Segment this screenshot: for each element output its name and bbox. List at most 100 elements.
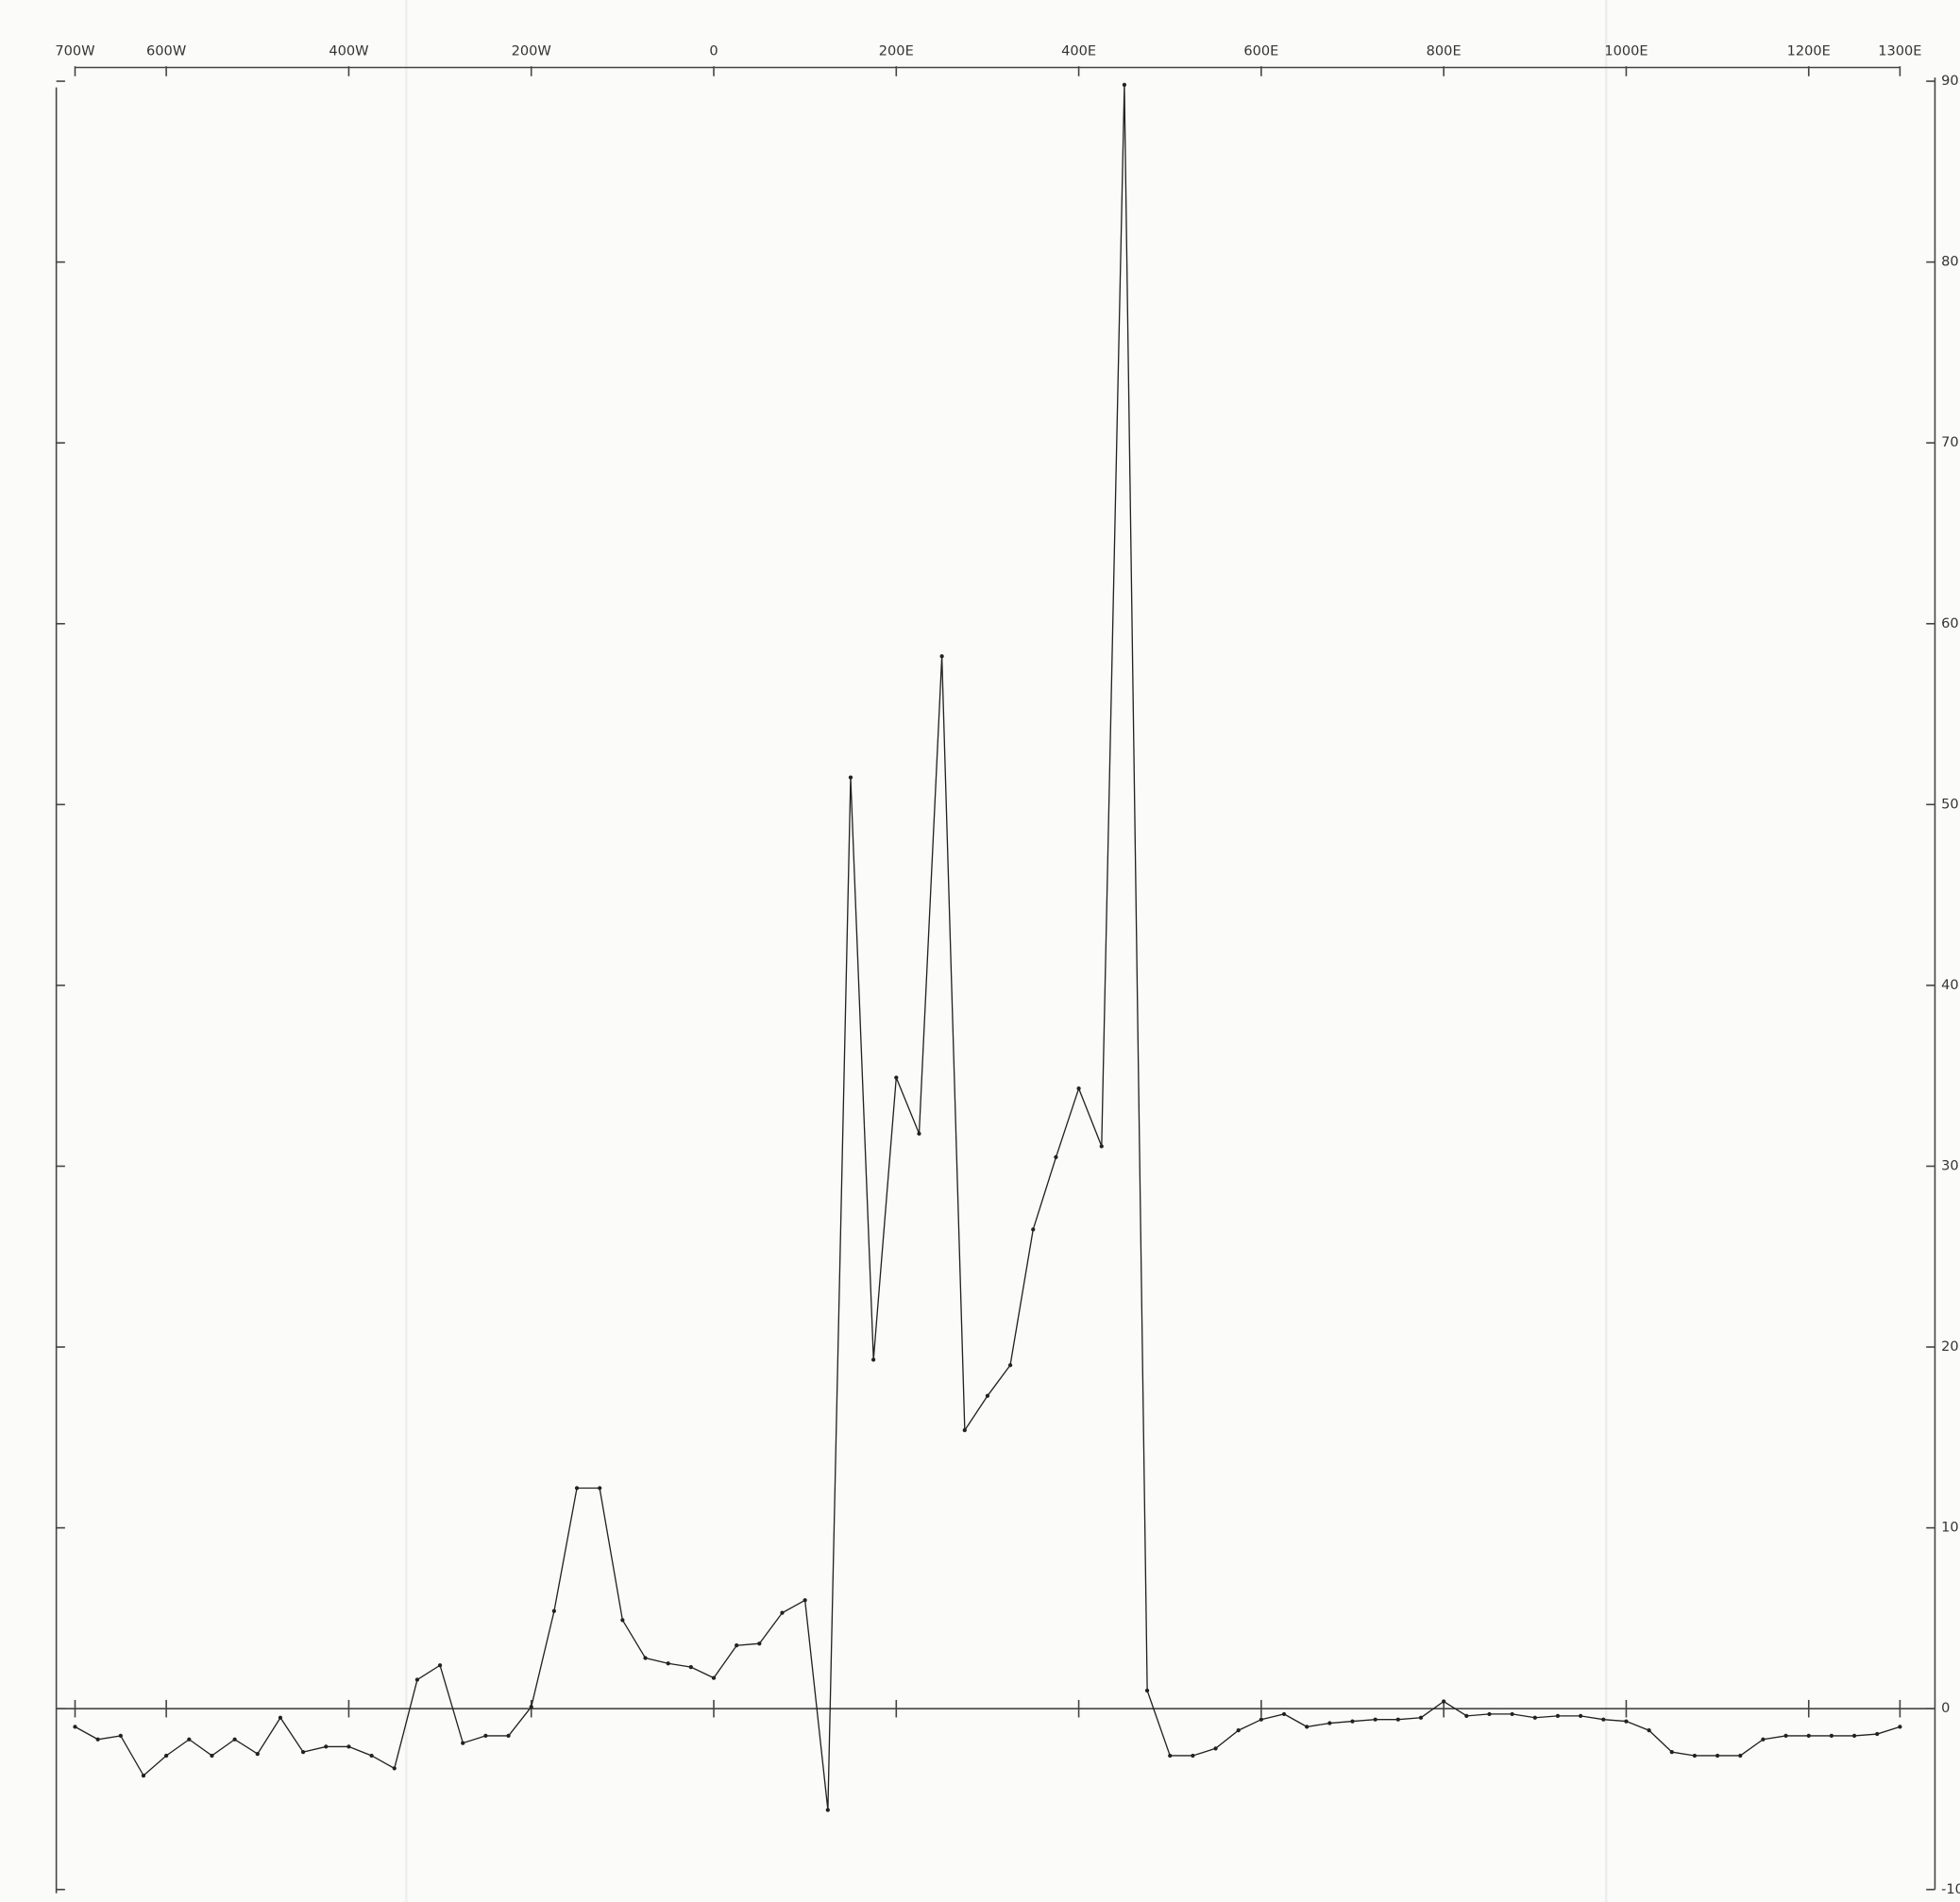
data-point xyxy=(1281,1711,1287,1717)
x-tick-label: 1000E xyxy=(1604,42,1647,59)
y-tick-label: 10 xyxy=(1941,1520,1959,1536)
data-point xyxy=(1395,1717,1400,1722)
data-point xyxy=(1532,1715,1537,1720)
data-point xyxy=(735,1643,739,1648)
data-point xyxy=(688,1665,693,1670)
data-point xyxy=(1738,1753,1743,1759)
data-point xyxy=(232,1737,237,1742)
data-point xyxy=(1555,1713,1561,1718)
y-tick-label: 30 xyxy=(1941,1157,1959,1173)
data-point xyxy=(1692,1753,1698,1759)
data-point xyxy=(73,1725,77,1729)
data-point xyxy=(1373,1717,1377,1722)
data-point xyxy=(1715,1753,1720,1759)
data-point xyxy=(643,1656,648,1660)
data-point xyxy=(300,1750,306,1755)
x-tick-label: 1300E xyxy=(1878,42,1921,59)
data-point xyxy=(871,1357,876,1362)
y-tick-label: -10 xyxy=(1941,1881,1960,1897)
data-point xyxy=(1122,82,1127,88)
x-tick-label: 200E xyxy=(879,42,914,59)
data-point xyxy=(985,1393,990,1398)
data-point xyxy=(278,1715,283,1720)
data-point xyxy=(757,1641,762,1646)
data-point xyxy=(346,1744,351,1749)
data-point xyxy=(187,1737,192,1742)
x-tick-label: 1200E xyxy=(1787,42,1831,59)
data-point xyxy=(1487,1711,1492,1717)
data-point xyxy=(711,1675,717,1680)
data-point xyxy=(1510,1711,1514,1717)
data-point xyxy=(1031,1227,1036,1232)
y-tick-label: 40 xyxy=(1941,977,1959,993)
data-point xyxy=(437,1663,443,1668)
data-point xyxy=(1783,1733,1788,1739)
data-point xyxy=(1418,1715,1424,1720)
data-point xyxy=(483,1733,488,1739)
x-tick-label: 400W xyxy=(329,42,368,59)
x-tick-label: 800E xyxy=(1427,42,1462,59)
data-point xyxy=(1875,1731,1880,1737)
y-tick-label: 0 xyxy=(1941,1700,1950,1716)
data-point xyxy=(1191,1753,1195,1759)
y-tick-label: 70 xyxy=(1941,434,1959,450)
data-point xyxy=(1579,1713,1583,1718)
data-point xyxy=(1601,1717,1606,1722)
y-tick-label: 90 xyxy=(1941,73,1959,89)
data-point xyxy=(1168,1753,1173,1759)
data-point xyxy=(598,1486,602,1490)
data-point xyxy=(962,1428,967,1433)
data-point xyxy=(164,1753,169,1759)
data-point xyxy=(210,1753,214,1759)
data-point xyxy=(1259,1717,1263,1722)
y-tick-label: 80 xyxy=(1941,254,1959,270)
data-point xyxy=(506,1733,511,1739)
data-point xyxy=(369,1753,374,1759)
data-point xyxy=(1829,1733,1834,1739)
data-point xyxy=(461,1741,465,1745)
data-point xyxy=(1327,1721,1332,1725)
x-tick-label: 200W xyxy=(512,42,551,59)
data-point xyxy=(255,1751,260,1757)
data-point xyxy=(1350,1719,1355,1724)
data-point xyxy=(529,1705,533,1709)
data-point xyxy=(1144,1688,1150,1693)
data-point xyxy=(803,1598,807,1603)
data-point xyxy=(1442,1699,1446,1704)
data-point xyxy=(1898,1725,1902,1729)
data-point xyxy=(780,1610,785,1615)
data-point xyxy=(1236,1728,1241,1733)
data-point xyxy=(414,1677,420,1682)
data-point xyxy=(894,1075,899,1080)
data-point xyxy=(392,1766,397,1771)
y-tick-label: 60 xyxy=(1941,615,1959,631)
data-point xyxy=(848,775,853,780)
x-tick-label: 0 xyxy=(709,42,718,59)
data-point xyxy=(1076,1086,1081,1091)
data-point xyxy=(1669,1750,1674,1755)
data-point xyxy=(917,1131,921,1136)
data-point xyxy=(1761,1737,1766,1742)
data-point xyxy=(551,1608,556,1613)
y-tick-label: 20 xyxy=(1941,1338,1959,1355)
data-point xyxy=(1054,1154,1058,1160)
data-point xyxy=(1099,1144,1104,1149)
data-point xyxy=(324,1744,329,1749)
data-point xyxy=(1305,1725,1309,1729)
data-point xyxy=(1213,1746,1218,1751)
data-point xyxy=(118,1733,123,1739)
data-point xyxy=(1806,1733,1811,1739)
data-point xyxy=(825,1808,830,1812)
data-point xyxy=(1464,1713,1469,1718)
x-tick-label: 700W xyxy=(55,42,94,59)
data-point xyxy=(620,1618,625,1623)
data-point xyxy=(141,1773,146,1778)
x-tick-label: 600W xyxy=(146,42,186,59)
data-point xyxy=(1647,1728,1651,1733)
data-point xyxy=(1007,1363,1013,1368)
x-tick-label: 600E xyxy=(1243,42,1278,59)
data-point xyxy=(666,1661,670,1666)
data-point xyxy=(95,1737,100,1742)
